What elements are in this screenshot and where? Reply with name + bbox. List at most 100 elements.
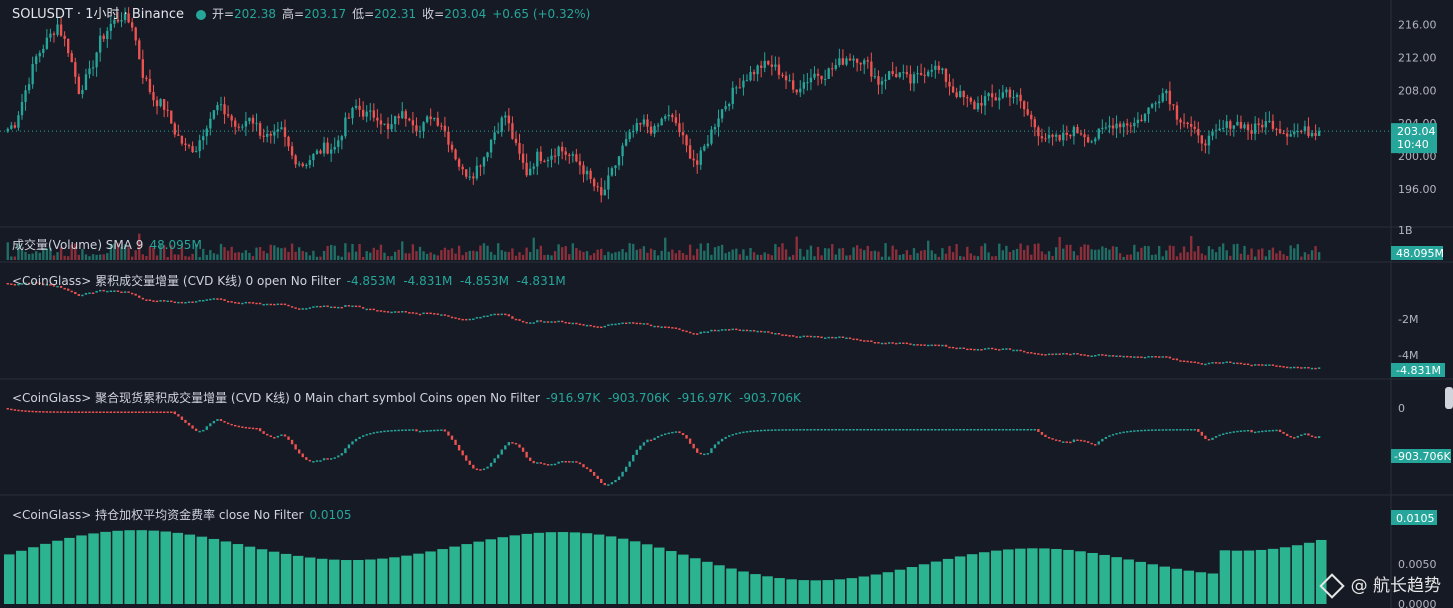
volume-bar — [582, 251, 585, 260]
cvd-futures-candle — [219, 298, 223, 300]
cvd-futures-tick-label: -2M — [1398, 313, 1418, 326]
price-candle-body — [1150, 104, 1154, 108]
cvd-futures-candle — [170, 300, 173, 303]
volume-bar — [571, 243, 575, 260]
cvd-futures-candle — [959, 347, 962, 350]
volume-bar — [130, 256, 134, 260]
cvd-spot-candle — [1253, 431, 1257, 434]
price-candle-body — [717, 118, 720, 128]
cvd-spot-candle — [788, 429, 791, 431]
funding-bar — [268, 551, 280, 604]
cvd-futures-candle — [1033, 352, 1036, 355]
volume-bar — [212, 253, 216, 260]
price-candle-body — [1253, 123, 1257, 134]
cvd-futures-candle — [251, 302, 255, 304]
cvd-futures-candle — [656, 325, 660, 328]
cvd-spot-candle — [401, 429, 404, 432]
price-candle-body — [283, 127, 287, 137]
volume-bar — [1094, 249, 1097, 260]
cvd-spot-candle — [95, 411, 98, 413]
price-candle-body — [170, 110, 173, 124]
funding-bar — [112, 530, 123, 604]
pane-scroll-handle[interactable] — [1445, 387, 1453, 409]
cvd-spot-candle — [603, 482, 606, 486]
price-candle-body — [422, 122, 425, 132]
cvd-futures-candle — [582, 324, 585, 326]
funding-label[interactable]: <CoinGlass> 持仓加权平均资金费率 close No Filter — [12, 508, 304, 522]
cvd-futures-candle — [326, 305, 329, 308]
cvd-futures-label[interactable]: <CoinGlass> 累积成交量增量 (CVD K线) 0 open No F… — [12, 274, 341, 288]
volume-bar — [738, 254, 742, 260]
cvd-futures-candle — [429, 312, 432, 315]
volume-bar — [351, 243, 354, 260]
funding-bar — [834, 579, 846, 604]
funding-bar — [882, 572, 894, 604]
cvd-futures-candle — [337, 306, 340, 309]
volume-bar — [493, 254, 496, 260]
price-candle-body — [1239, 121, 1243, 129]
cvd-spot-candle — [763, 429, 766, 432]
cvd-futures-candle — [902, 342, 905, 345]
volume-bar — [578, 250, 582, 260]
price-candle-body — [518, 142, 521, 154]
cvd-spot-candle — [162, 411, 166, 413]
funding-bar — [365, 559, 376, 604]
cvd-spot-candle — [706, 453, 710, 455]
cvd-futures-candle — [148, 299, 152, 302]
price-candle-body — [38, 52, 41, 57]
price-candle-body — [6, 128, 9, 132]
cvd-futures-candle — [614, 323, 617, 326]
cvd-spot-candle — [1005, 429, 1008, 431]
price-candle-body — [674, 117, 678, 124]
cvd-spot-candle — [1047, 437, 1051, 439]
price-candle-body — [564, 151, 567, 155]
cvd-spot-candle — [642, 442, 646, 446]
volume-bar — [1030, 254, 1033, 260]
cvd-futures-candle — [607, 324, 610, 326]
volume-bar — [1182, 246, 1186, 260]
price-candle-body — [706, 143, 710, 147]
volume-bar — [553, 251, 557, 260]
price-candle-body — [280, 127, 283, 130]
price-candle-body — [177, 134, 180, 136]
price-candle-body — [1218, 128, 1221, 131]
cvd-spot-candle — [447, 431, 450, 436]
volume-bar — [1001, 250, 1005, 260]
price-candle-body — [1179, 119, 1182, 123]
cvd-futures-candle — [209, 298, 212, 301]
price-candle-body — [450, 144, 454, 150]
price-candle-body — [379, 120, 383, 125]
volume-bar — [1033, 243, 1036, 260]
price-candle-body — [998, 97, 1001, 101]
volume-bar — [1111, 246, 1115, 260]
cvd-futures-candle — [696, 333, 699, 335]
cvd-spot-candle — [568, 461, 571, 463]
cvd-spot-candle — [781, 429, 784, 431]
cvd-futures-candle — [1225, 361, 1228, 364]
open-label: 开= — [211, 7, 235, 21]
cvd-spot-label[interactable]: <CoinGlass> 聚合现货累积成交量增量 (CVD K线) 0 Main … — [12, 391, 540, 405]
cvd-futures-candle — [532, 322, 535, 324]
price-candle-body — [1047, 134, 1051, 139]
cvd-futures-candle — [457, 318, 461, 320]
cvd-spot-candle — [116, 411, 120, 413]
symbol-title[interactable]: SOLUSDT · 1小时 · Binance — [12, 7, 184, 22]
cvd-futures-candle — [45, 284, 49, 286]
volume-bar — [987, 252, 990, 260]
cvd-futures-candle — [290, 306, 294, 308]
price-candle-body — [852, 58, 855, 61]
volume-bar — [1005, 245, 1008, 260]
volume-bar — [1126, 254, 1129, 260]
volume-bar — [67, 256, 70, 260]
price-candle-body — [713, 127, 717, 130]
cvd-futures-candle — [56, 285, 59, 288]
cvd-futures-candle — [632, 322, 635, 324]
price-candle-body — [433, 117, 436, 120]
volume-bar — [244, 250, 248, 260]
volume-label[interactable]: 成交量(Volume) SMA 9 — [12, 238, 144, 252]
cvd-futures-candle — [1289, 366, 1292, 369]
cvd-futures-candle — [827, 336, 830, 339]
volume-bar — [990, 256, 994, 260]
cvd-spot-candle — [465, 455, 468, 461]
